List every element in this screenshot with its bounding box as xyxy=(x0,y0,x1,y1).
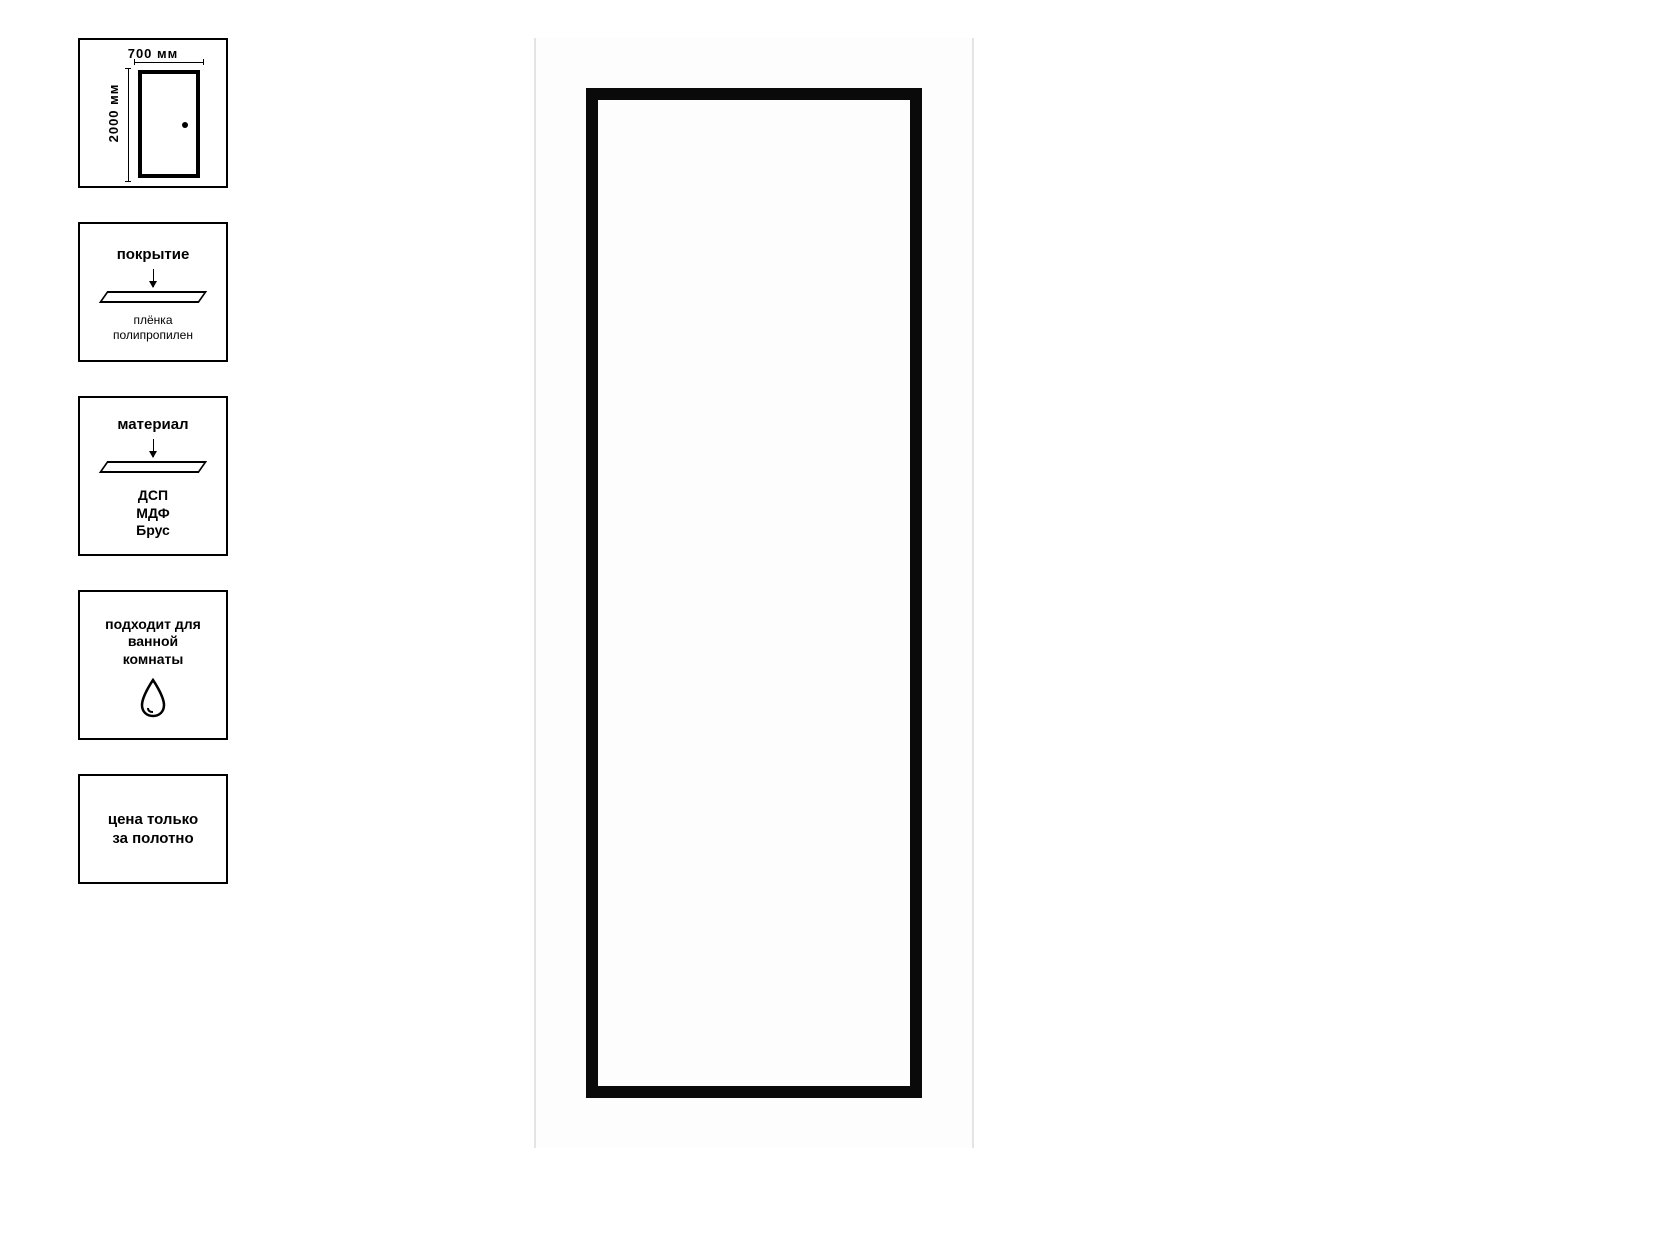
water-drop-icon xyxy=(138,678,168,718)
material-list: ДСП МДФ Брус xyxy=(136,487,170,540)
bathroom-line3: комнаты xyxy=(123,651,184,667)
price-text: цена только за полотно xyxy=(108,810,198,849)
bathroom-line1: подходит для xyxy=(105,616,201,632)
width-label: 700 мм xyxy=(80,46,226,61)
spec-card-bathroom: подходит для ванной комнаты xyxy=(78,590,228,740)
height-label: 2000 мм xyxy=(106,84,121,143)
plank-icon xyxy=(99,291,207,303)
material-line3: Брус xyxy=(136,522,170,538)
coating-title: покрытие xyxy=(117,246,190,263)
arrow-down-icon xyxy=(153,269,154,287)
arrow-down-icon xyxy=(153,439,154,457)
material-line2: МДФ xyxy=(136,505,169,521)
height-rule-icon xyxy=(128,68,129,182)
coating-line1: плёнка xyxy=(134,313,173,327)
coating-sub: плёнка полипропилен xyxy=(113,313,193,342)
spec-sidebar: 700 мм 2000 мм покрытие плёнка полипропи… xyxy=(78,38,228,884)
door-inner-frame xyxy=(586,88,922,1098)
price-line2: за полотно xyxy=(112,830,193,847)
door-preview xyxy=(534,38,974,1148)
spec-card-dimensions: 700 мм 2000 мм xyxy=(78,38,228,188)
spec-card-material: материал ДСП МДФ Брус xyxy=(78,396,228,556)
price-line1: цена только xyxy=(108,811,198,828)
bathroom-text: подходит для ванной комнаты xyxy=(105,616,201,669)
door-mini-icon xyxy=(138,70,200,178)
bathroom-line2: ванной xyxy=(128,633,178,649)
width-rule-icon xyxy=(134,62,204,63)
spec-card-coating: покрытие плёнка полипропилен xyxy=(78,222,228,362)
spec-card-price: цена только за полотно xyxy=(78,774,228,884)
coating-line2: полипропилен xyxy=(113,328,193,342)
plank-icon xyxy=(99,461,207,473)
material-title: материал xyxy=(117,416,188,433)
material-line1: ДСП xyxy=(138,487,168,503)
